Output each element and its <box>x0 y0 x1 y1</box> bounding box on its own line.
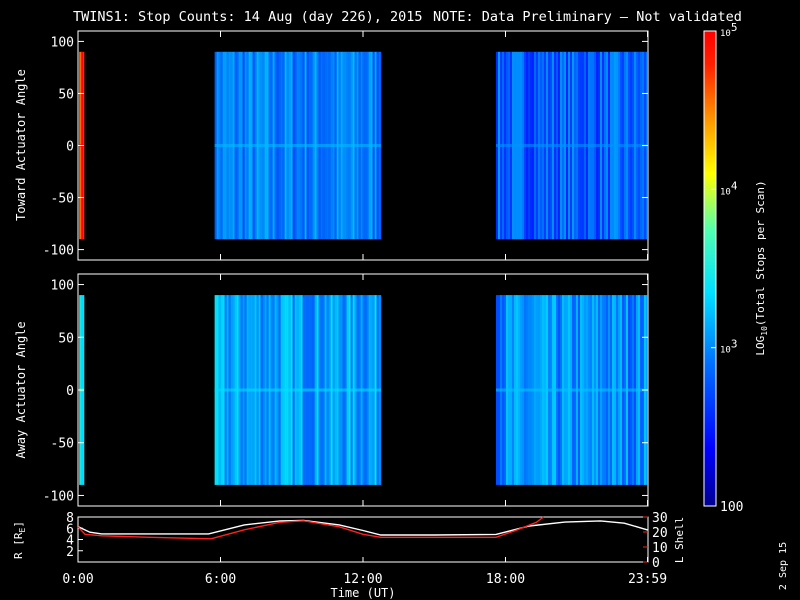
toward-y-tick-label: 0 <box>66 140 74 155</box>
toward-y-axis-label: Toward Actuator Angle <box>14 69 28 221</box>
toward-segment-2 <box>496 51 648 240</box>
data-note: NOTE: Data Preliminary – Not validated <box>433 9 742 25</box>
colorbar-tick-exponent: 4 <box>731 179 738 192</box>
orbit-lines <box>77 516 648 540</box>
x-tick-label: 18:00 <box>486 572 525 587</box>
toward-panel: 100 50 0 -50 -100 Toward Actuator Angle <box>14 30 649 261</box>
x-tick-label: 0:00 <box>62 572 93 587</box>
orbit-right-tick-label: 10 <box>652 541 668 556</box>
colorbar-tick-label: 103 <box>720 338 737 356</box>
away-y-tick-label: 0 <box>66 384 74 399</box>
toward-y-ticks: 100 50 0 -50 -100 <box>43 31 649 260</box>
toward-zero-band <box>496 144 648 147</box>
away-segment-2 <box>496 295 648 485</box>
away-y-tick-label: 100 <box>51 279 74 294</box>
x-axis-ticks: 0:00 6:00 12:00 18:00 23:59 <box>62 557 667 587</box>
x-tick-label: 12:00 <box>343 572 382 587</box>
chart-title: TWINS1: Stop Counts: 14 Aug (day 226), 2… <box>73 9 423 25</box>
toward-y-tick-label: 50 <box>58 87 74 102</box>
orbit-left-tick-label: 4 <box>66 534 74 549</box>
away-segment-1 <box>214 295 382 485</box>
orbit-series-r <box>77 519 648 536</box>
away-panel: 100 50 0 -50 -100 Away Actuator Angle <box>14 273 649 507</box>
date-stamp: 2 Sep 15 <box>778 542 789 590</box>
colorbar-tick-exponent: 3 <box>731 338 738 351</box>
away-y-tick-label: -50 <box>51 437 74 452</box>
away-zero-band <box>496 388 648 392</box>
orbit-right-axis-label: L Shell <box>673 517 686 563</box>
away-y-tick-label: -100 <box>43 489 74 504</box>
orbit-right-tick-label: 30 <box>652 511 668 526</box>
orbit-left-tick-label: 2 <box>66 545 74 560</box>
orbit-series-l-shell <box>77 516 544 540</box>
away-heatmap <box>79 295 648 485</box>
orbit-left-axis-label: R [RE] <box>12 521 27 559</box>
toward-zero-band <box>214 144 381 147</box>
toward-y-tick-label: -100 <box>43 244 74 259</box>
away-y-axis-label: Away Actuator Angle <box>14 321 28 458</box>
colorbar-label: LOG10(Total Stops per Scan) <box>754 180 769 355</box>
orbit-left-tick-label: 8 <box>66 511 74 526</box>
orbit-right-tick-label: 0 <box>652 556 660 571</box>
x-axis-label: Time (UT) <box>330 586 395 600</box>
toward-y-tick-label: 100 <box>51 35 74 50</box>
away-y-tick-label: 50 <box>58 331 74 346</box>
colorbar-tick-label: 104 <box>720 179 738 197</box>
toward-y-tick-label: -50 <box>51 192 74 207</box>
colorbar-tick-exponent: 5 <box>731 21 738 34</box>
orbit-left-tick-label: 6 <box>66 522 74 537</box>
away-zero-band <box>214 388 381 392</box>
away-y-ticks: 100 50 0 -50 -100 <box>43 274 649 506</box>
x-tick-label: 6:00 <box>205 572 236 587</box>
orbit-plot-area <box>77 516 649 563</box>
x-tick-label: 23:59 <box>628 572 667 587</box>
orbit-right-tick-label: 20 <box>652 526 668 541</box>
colorbar-tick-label: 100 <box>720 500 743 515</box>
toward-segment-1 <box>214 51 382 240</box>
colorbar-gradient <box>703 30 717 507</box>
